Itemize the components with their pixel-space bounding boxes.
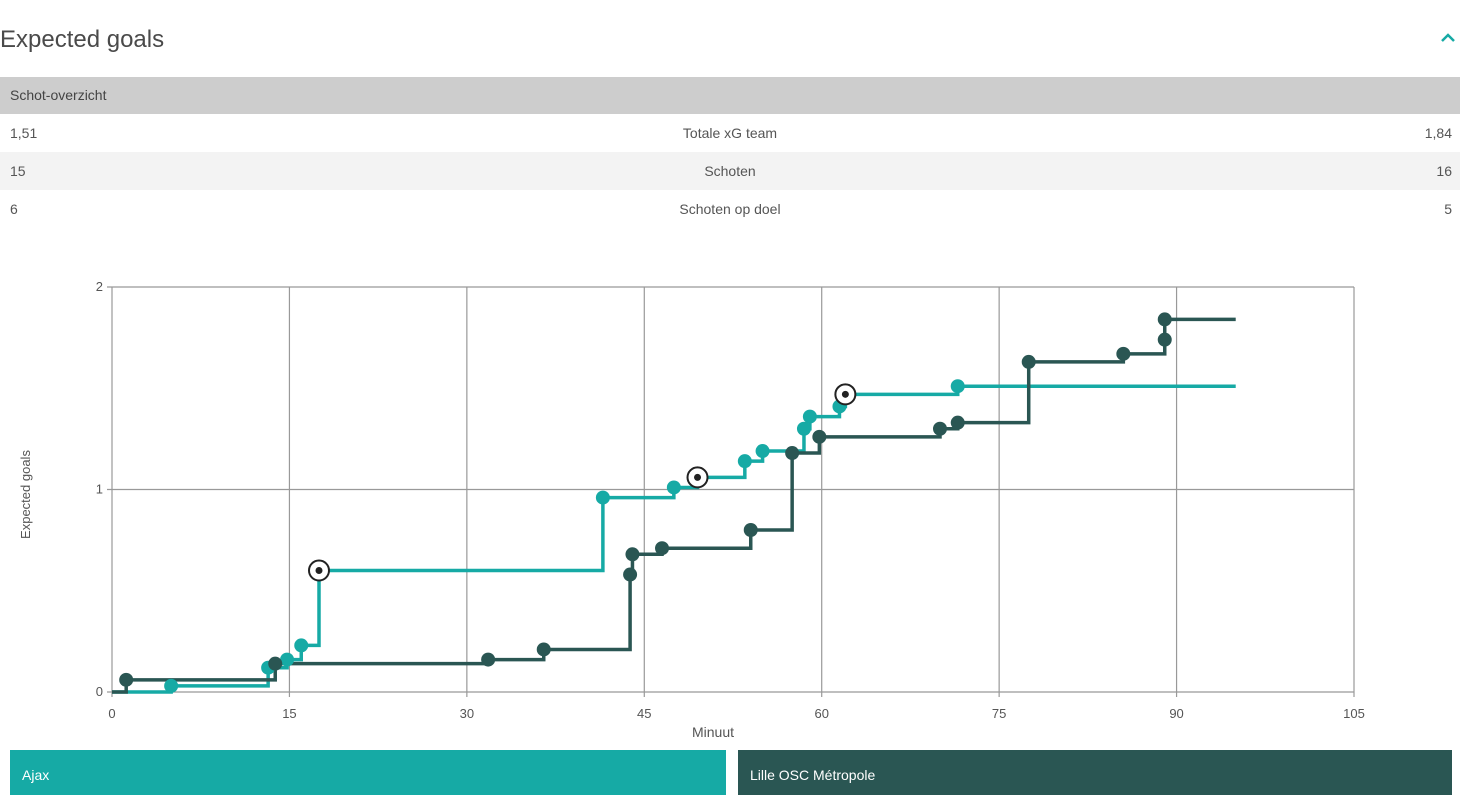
xg-chart: 0 15 30 45 60 75 90 105 0 1 2 Minuut Expected goals: [0, 250, 1460, 750]
legend-label: Ajax: [22, 767, 50, 783]
shot-marker-ajax: [796, 421, 811, 436]
stat-row-shots-on-target: 6 Schoten op doel 5: [0, 190, 1460, 228]
shot-marker-ajax: [950, 379, 965, 394]
shot-marker-lille: [119, 672, 134, 687]
y-tick-label: 0: [96, 684, 103, 699]
x-tick-label: 0: [108, 706, 115, 721]
stat-label: Schoten: [704, 163, 756, 179]
stat-label: Schoten op doel: [679, 201, 781, 217]
legend-ajax[interactable]: Ajax: [10, 750, 726, 795]
home-value: 1,51: [10, 125, 38, 141]
shot-marker-lille: [1157, 312, 1172, 327]
x-tick-label: 30: [460, 706, 474, 721]
home-value: 15: [10, 163, 26, 179]
x-tick-label: 60: [814, 706, 828, 721]
away-value: 16: [1436, 163, 1452, 179]
away-value: 1,84: [1424, 125, 1452, 141]
y-tick-label: 2: [96, 279, 103, 294]
shot-marker-lille: [481, 652, 496, 667]
section-header: Expected goals: [0, 0, 1460, 78]
home-value: 6: [10, 201, 18, 217]
shot-marker-lille: [812, 429, 827, 444]
shot-marker-ajax: [280, 652, 295, 667]
shot-marker-ajax: [164, 678, 179, 693]
shot-marker-ajax: [802, 409, 817, 424]
y-axis-label: Expected goals: [18, 450, 33, 539]
x-tick-label: 90: [1169, 706, 1183, 721]
shot-marker-lille: [1116, 346, 1131, 361]
shot-marker-lille: [1021, 354, 1036, 369]
shot-marker-lille: [623, 567, 638, 582]
stat-row-total-xg: 1,51 Totale xG team 1,84: [0, 114, 1460, 152]
goal-marker-center: [841, 390, 849, 398]
shot-marker-lille: [536, 642, 551, 657]
legend-label: Lille OSC Métropole: [750, 767, 876, 783]
stats-header: Schot-overzicht: [0, 77, 1460, 114]
shot-marker-lille: [933, 421, 947, 436]
shot-marker-lille: [655, 541, 670, 556]
goal-marker-center: [315, 567, 323, 574]
x-axis-label: Minuut: [692, 724, 734, 740]
chevron-up-icon[interactable]: [1438, 28, 1458, 48]
away-value: 5: [1444, 201, 1452, 217]
shot-marker-ajax: [294, 638, 309, 653]
shot-marker-ajax: [666, 480, 681, 495]
stat-row-shots: 15 Schoten 16: [0, 152, 1460, 190]
x-tick-label: 15: [282, 706, 296, 721]
series-line-ajax: [112, 384, 1236, 694]
goal-marker-center: [694, 473, 702, 481]
legend-lille[interactable]: Lille OSC Métropole: [738, 750, 1452, 795]
shot-marker-ajax: [737, 454, 752, 469]
shot-marker-lille: [743, 523, 758, 537]
stat-label: Totale xG team: [682, 125, 778, 141]
x-tick-label: 75: [992, 706, 1006, 721]
shot-marker-lille: [625, 547, 640, 562]
stats-header-label: Schot-overzicht: [10, 87, 107, 103]
series-line-lille: [112, 317, 1236, 694]
section-title: Expected goals: [0, 26, 165, 53]
x-tick-label: 105: [1343, 706, 1365, 721]
y-tick-label: 1: [96, 482, 103, 497]
xg-chart-svg: 0 15 30 45 60 75 90 105 0 1 2 Minuut Expected goals: [18, 279, 1365, 740]
shot-marker-lille: [785, 446, 800, 461]
shot-marker-lille: [1157, 332, 1172, 347]
shot-marker-ajax: [755, 444, 770, 459]
shot-marker-lille: [950, 415, 965, 430]
x-tick-label: 45: [637, 706, 651, 721]
shot-marker-lille: [268, 656, 283, 671]
shot-marker-ajax: [595, 490, 610, 505]
